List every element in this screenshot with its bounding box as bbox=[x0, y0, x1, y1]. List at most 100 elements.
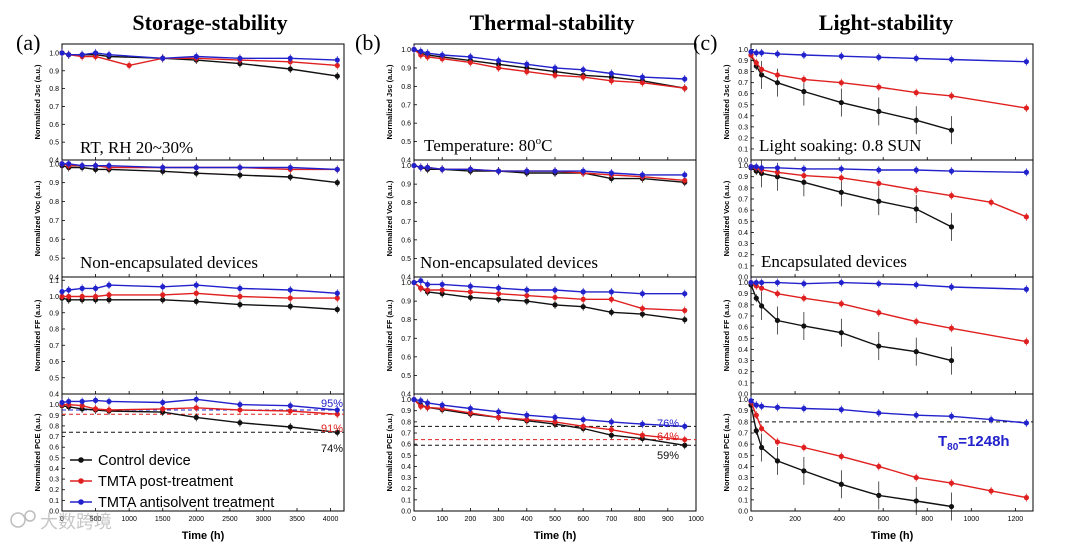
data-point-c-Voc-2 bbox=[758, 165, 765, 171]
panel-a-Voc: 0.4 0.5 0.6 0.7 0.8 0.9 1.0 Normalized Voc (a.u… bbox=[33, 159, 340, 282]
series-line-c-PCE-2 bbox=[750, 400, 1027, 424]
data-point-b-PCE-1 bbox=[524, 417, 530, 423]
ytick-label-a-FF: 1.0 bbox=[49, 294, 59, 301]
data-point-a-FF-1 bbox=[106, 292, 112, 298]
xtick-label-c-PCE: 0 bbox=[749, 516, 753, 523]
data-point-b-PCE-2 bbox=[580, 417, 586, 423]
xlabel-b: Time (h) bbox=[534, 530, 577, 542]
data-point-a-Jsc-1 bbox=[334, 62, 340, 69]
data-point-b-FF-0 bbox=[496, 296, 502, 302]
ytick-label-b-FF: 1.0 bbox=[401, 280, 411, 287]
xtick-label-b-PCE: 400 bbox=[521, 516, 533, 523]
data-point-a-Jsc-2 bbox=[106, 52, 112, 58]
ytick-label-a-PCE: 0.1 bbox=[49, 498, 59, 505]
ytick-label-c-Jsc: 0.7 bbox=[738, 80, 748, 87]
data-point-c-PCE-2 bbox=[948, 413, 955, 419]
ytick-label-a-FF: 0.9 bbox=[49, 310, 59, 317]
annotation-c-t80-sub: 80 bbox=[947, 442, 959, 453]
xtick-label-a-PCE: 1000 bbox=[121, 516, 137, 523]
ytick-label-c-PCE: 0.9 bbox=[738, 408, 748, 415]
data-point-c-Jsc-2 bbox=[948, 56, 955, 63]
data-point-b-PCE-1 bbox=[496, 414, 502, 420]
condition-label-b: Temperature: 80oC bbox=[424, 135, 552, 155]
data-point-b-Jsc-1 bbox=[467, 59, 473, 66]
data-point-b-FF-2 bbox=[608, 289, 615, 295]
data-point-a-FF-1 bbox=[193, 290, 199, 296]
data-point-b-Voc-2 bbox=[496, 168, 502, 174]
xlabel-c: Time (h) bbox=[871, 530, 914, 542]
data-point-b-FF-2 bbox=[552, 287, 558, 293]
data-point-a-Jsc-0 bbox=[334, 73, 340, 79]
ylabel-a-FF: Normalized FF (a.u.) bbox=[33, 299, 42, 371]
frames-a bbox=[61, 43, 345, 512]
ytick-label-c-FF: 1.0 bbox=[738, 280, 748, 287]
data-point-a-PCE-1 bbox=[237, 407, 243, 413]
data-point-c-FF-1 bbox=[801, 295, 807, 301]
data-point-c-PCE-2 bbox=[748, 398, 754, 404]
ytick-label-b-PCE: 0.7 bbox=[401, 431, 411, 438]
legend-label-antisolvent: TMTA antisolvent treatment bbox=[98, 495, 274, 511]
data-point-c-Jsc-2 bbox=[801, 52, 807, 58]
data-point-c-Voc-0 bbox=[838, 189, 844, 195]
data-point-c-FF-2 bbox=[748, 279, 754, 286]
data-point-a-FF-2 bbox=[59, 289, 65, 295]
data-point-b-PCE-2 bbox=[496, 409, 502, 415]
series-line-c-FF-1 bbox=[750, 282, 1027, 343]
xtick-label-a-PCE: 3000 bbox=[256, 516, 272, 523]
ytick-label-b-PCE: 0.4 bbox=[401, 464, 411, 471]
data-point-b-Jsc-2 bbox=[552, 65, 558, 71]
data-point-c-FF-1 bbox=[913, 318, 919, 325]
ytick-label-a-PCE: 0.9 bbox=[49, 413, 59, 420]
ytick-label-c-Jsc: 0.1 bbox=[738, 146, 748, 153]
ytick-label-a-FF: 0.4 bbox=[49, 392, 59, 399]
data-point-c-FF-1 bbox=[774, 291, 781, 297]
ytick-label-c-PCE: 1.0 bbox=[738, 397, 748, 404]
series-line-a-Jsc-2 bbox=[61, 52, 338, 61]
annotation-b-red: 64% bbox=[657, 431, 679, 443]
ytick-label-b-PCE: 0.5 bbox=[401, 453, 411, 460]
data-point-c-FF-0 bbox=[758, 303, 765, 309]
data-point-c-PCE-1 bbox=[948, 480, 955, 486]
data-point-c-Jsc-0 bbox=[758, 72, 765, 78]
data-point-a-Voc-2 bbox=[79, 163, 85, 169]
data-point-a-FF-0 bbox=[334, 306, 340, 313]
data-point-b-Jsc-2 bbox=[580, 67, 586, 73]
data-point-c-Voc-2 bbox=[948, 168, 955, 174]
data-point-c-Jsc-2 bbox=[913, 55, 919, 61]
data-point-c-Voc-0 bbox=[801, 179, 807, 185]
data-point-c-PCE-1 bbox=[801, 444, 807, 451]
data-point-c-PCE-0 bbox=[758, 444, 765, 451]
legend: Control device TMTA post-treatment TMTA … bbox=[70, 453, 274, 511]
data-point-b-Voc-2 bbox=[424, 164, 431, 171]
ytick-label-b-Jsc: 0.5 bbox=[401, 139, 411, 146]
ytick-label-a-Voc: 0.8 bbox=[49, 199, 59, 206]
xtick-label-c-PCE: 600 bbox=[877, 516, 889, 523]
data-point-b-Jsc-1 bbox=[552, 72, 558, 78]
annotation-c-t80-main: T bbox=[938, 433, 947, 450]
data-point-a-PCE-0 bbox=[193, 414, 199, 420]
ytick-label-b-PCE: 0.3 bbox=[401, 475, 411, 482]
data-point-a-FF-1 bbox=[160, 292, 166, 298]
data-point-b-Jsc-2 bbox=[608, 70, 615, 77]
data-point-a-Jsc-0 bbox=[287, 66, 293, 72]
data-point-c-FF-1 bbox=[758, 285, 765, 291]
ytick-label-a-FF: 0.7 bbox=[49, 343, 59, 350]
ytick-label-b-Voc: 0.5 bbox=[401, 256, 411, 263]
data-point-b-Voc-1 bbox=[682, 177, 688, 184]
annotation-c-t80-suffix: =1248h bbox=[958, 433, 1009, 450]
data-point-a-Voc-2 bbox=[287, 164, 293, 171]
data-point-a-PCE-1 bbox=[334, 411, 340, 417]
data-point-b-PCE-1 bbox=[580, 423, 586, 429]
data-point-b-FF-2 bbox=[411, 279, 417, 286]
panel-c-Jsc: 0.0 0.1 0.2 0.3 0.4 0.5 0.6 0.7 0.8 0.9 1.0 Normali… bbox=[722, 47, 1029, 165]
data-point-b-FF-1 bbox=[608, 296, 615, 302]
ytick-label-b-Jsc: 0.4 bbox=[401, 158, 411, 165]
data-point-c-PCE-0 bbox=[838, 481, 844, 487]
series-line-a-Jsc-1 bbox=[61, 52, 338, 67]
data-point-c-Voc-1 bbox=[1023, 214, 1029, 220]
data-point-b-PCE-2 bbox=[608, 419, 615, 425]
ytick-label-b-Voc: 0.7 bbox=[401, 219, 411, 226]
xtick-label-b-PCE: 500 bbox=[549, 516, 561, 523]
data-point-b-Voc-2 bbox=[411, 162, 417, 169]
